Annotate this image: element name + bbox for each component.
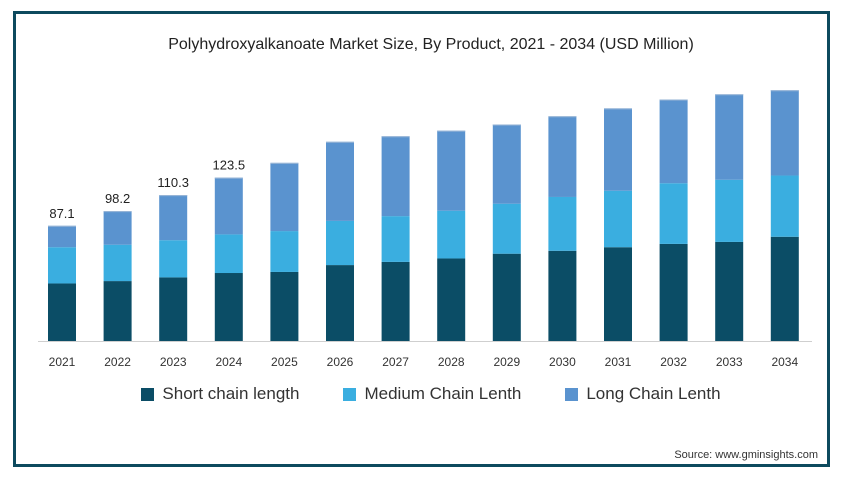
data-label-2024: 123.5 (213, 158, 246, 173)
bar-2032-series-0 (659, 243, 688, 341)
x-tick-label-2023: 2023 (160, 355, 187, 369)
bar-2025-series-2 (270, 162, 299, 232)
bar-2024-series-2 (214, 177, 243, 235)
legend-swatch-long-chain (565, 387, 579, 401)
bar-2033-series-0 (715, 241, 744, 341)
bar-2023-series-1 (159, 240, 188, 278)
bar-2022-series-2 (103, 211, 132, 245)
source-note: Source: www.gminsights.com (674, 449, 818, 461)
bar-2028-series-2 (437, 130, 466, 211)
bar-2021-series-2 (48, 225, 76, 248)
bar-2023-series-2 (159, 195, 188, 241)
legend: Short chain length Medium Chain Lenth Lo… (0, 384, 862, 404)
bar-2032-series-2 (659, 99, 688, 184)
bar-2028-series-1 (437, 210, 466, 259)
x-tick-label-2025: 2025 (271, 355, 298, 369)
bar-2029-series-1 (492, 203, 521, 254)
bar-2026-series-2 (326, 141, 354, 221)
bar-2034-series-2 (770, 90, 799, 176)
bar-2031-series-2 (604, 108, 632, 191)
bar-2030-series-1 (548, 196, 577, 251)
x-tick-label-2021: 2021 (49, 355, 76, 369)
legend-item-medium-chain: Medium Chain Lenth (343, 384, 521, 404)
bar-2026-series-0 (326, 265, 354, 341)
legend-swatch-medium-chain (343, 387, 357, 401)
bar-2026-series-1 (326, 220, 354, 266)
bar-2025-series-1 (270, 231, 299, 272)
legend-label-medium-chain: Medium Chain Lenth (364, 384, 522, 403)
bar-2024-series-1 (214, 234, 243, 274)
x-tick-label-2030: 2030 (549, 355, 576, 369)
bar-2033-series-2 (715, 94, 744, 180)
bar-2022-series-0 (103, 281, 132, 341)
x-tick-label-2027: 2027 (382, 355, 409, 369)
bar-2022-series-1 (103, 244, 132, 282)
bar-2031-series-0 (604, 247, 632, 341)
bar-2034-series-0 (770, 236, 799, 341)
bar-2032-series-1 (659, 183, 688, 244)
bar-2029-series-0 (492, 253, 521, 341)
legend-label-long-chain: Long Chain Lenth (586, 384, 721, 403)
chart-title: Polyhydroxyalkanoate Market Size, By Pro… (168, 36, 694, 53)
x-tick-label-2034: 2034 (771, 355, 798, 369)
bar-2034-series-1 (770, 175, 799, 237)
legend-item-long-chain: Long Chain Lenth (565, 384, 721, 404)
data-label-2021: 87.1 (49, 206, 74, 221)
data-label-2023: 110.3 (157, 175, 189, 190)
bar-2029-series-2 (492, 124, 521, 204)
x-tick-label-2031: 2031 (605, 355, 632, 369)
x-tick-label-2024: 2024 (215, 355, 242, 369)
bar-2027-series-2 (381, 136, 410, 217)
x-tick-label-2026: 2026 (327, 355, 354, 369)
bar-2027-series-0 (381, 261, 410, 341)
bar-2021-series-0 (48, 283, 76, 341)
x-tick-label-2032: 2032 (660, 355, 687, 369)
bar-2030-series-2 (548, 116, 577, 197)
x-tick-label-2028: 2028 (438, 355, 465, 369)
bar-2024-series-0 (214, 273, 243, 341)
legend-label-short-chain: Short chain length (162, 384, 300, 403)
x-tick-label-2033: 2033 (716, 355, 743, 369)
bar-2033-series-1 (715, 179, 744, 242)
data-label-2022: 98.2 (105, 191, 130, 206)
bar-2030-series-0 (548, 250, 577, 341)
bar-2028-series-0 (437, 258, 466, 341)
x-tick-label-2022: 2022 (104, 355, 131, 369)
bar-2031-series-1 (604, 190, 632, 248)
legend-swatch-short-chain (141, 387, 155, 401)
bar-2021-series-1 (48, 247, 76, 284)
bar-2023-series-0 (159, 277, 188, 341)
x-tick-label-2029: 2029 (493, 355, 520, 369)
bar-2025-series-0 (270, 271, 299, 341)
legend-item-short-chain: Short chain length (141, 384, 299, 404)
bar-2027-series-1 (381, 216, 410, 262)
